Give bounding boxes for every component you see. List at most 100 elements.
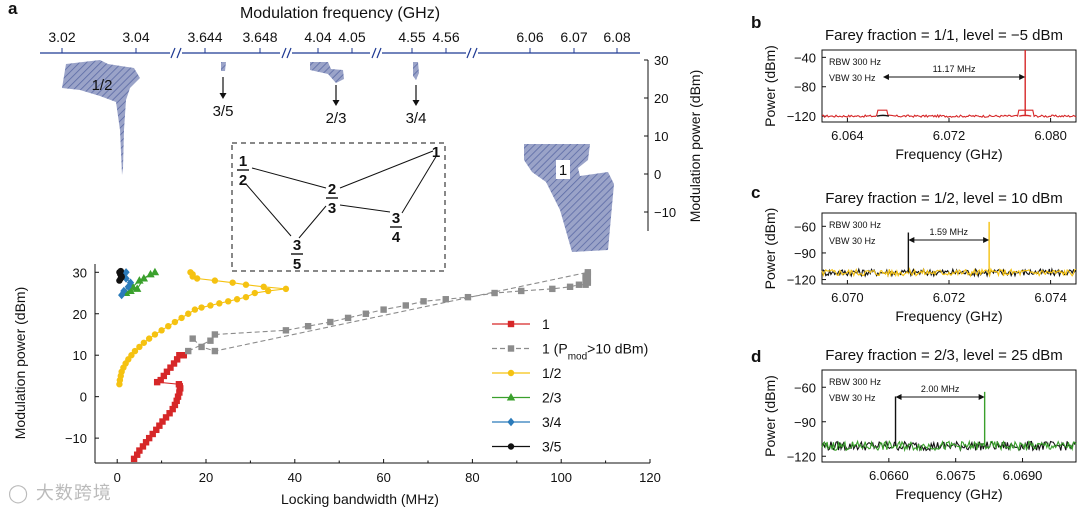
inset-x-tick-label: 4.55 [398, 29, 425, 45]
data-point [146, 269, 155, 278]
data-point [442, 296, 449, 303]
panel-c-title: Farey fraction = 1/2, level = 10 dBm [825, 190, 1063, 207]
data-point [145, 335, 153, 342]
data-point [251, 289, 259, 297]
data-point [233, 296, 241, 303]
region-label-1-2: 1/2 [92, 77, 113, 94]
inset-axis-break [371, 47, 382, 59]
inset-axis-break [170, 47, 182, 59]
panel-b-spacing-label: 11.17 MHz [933, 64, 976, 74]
data-point [207, 302, 214, 309]
panel-a-x-label: Locking bandwidth (MHz) [281, 491, 439, 507]
panel-c-y-tick-label: −120 [787, 273, 816, 288]
data-point [225, 298, 232, 305]
farey-node-denominator: 5 [293, 256, 301, 273]
arrow-2-3-head [332, 100, 340, 106]
data-point [131, 347, 139, 355]
data-point [242, 293, 250, 301]
farey-node-denominator: 2 [239, 172, 247, 189]
panel-d-y-label: Power (dBm) [762, 375, 778, 457]
data-point [507, 369, 515, 377]
panel-a-y-label: Modulation power (dBm) [12, 287, 28, 440]
data-point [153, 426, 160, 434]
region-1 [524, 144, 614, 252]
data-point [242, 281, 250, 288]
data-point [170, 360, 178, 367]
panel-b-x-tick-label: 6.072 [933, 128, 966, 143]
watermark: ◯ 大数跨境 [8, 479, 112, 505]
panel-c-y-label: Power (dBm) [762, 208, 778, 290]
data-point [158, 327, 165, 334]
data-point [139, 443, 147, 450]
inset-x-tick-label: 3.02 [48, 29, 75, 45]
panel-label-d: d [751, 347, 761, 366]
farey-tree-edge [298, 205, 327, 239]
panel-c-spacing-label: 1.59 MHz [929, 227, 968, 237]
inset-y-tick-label: 0 [654, 167, 661, 182]
inset-x-tick-label: 4.04 [304, 29, 331, 45]
data-point [174, 393, 182, 400]
data-point [507, 320, 515, 328]
data-point [282, 327, 290, 334]
panel-d-y-tick-label: −90 [794, 415, 816, 430]
data-point [167, 364, 174, 371]
data-point [380, 306, 387, 313]
data-point [507, 443, 515, 450]
data-point [136, 343, 143, 351]
region-label-3-4: 3/4 [406, 110, 427, 127]
panel-a-x-tick-label: 120 [639, 470, 661, 485]
data-point [518, 287, 525, 295]
farey-node-numerator: 1 [239, 153, 247, 170]
legend-tail: >10 dBm) [587, 341, 648, 357]
region-label-1: 1 [559, 162, 567, 179]
farey-tree-edge [339, 150, 434, 189]
data-point [216, 300, 223, 307]
data-point [176, 389, 183, 396]
panel-c-y-tick-label: −90 [794, 246, 816, 261]
data-point [145, 434, 153, 442]
data-point [139, 274, 149, 282]
data-point [185, 310, 192, 317]
region-1-2 [62, 60, 140, 175]
data-point [198, 343, 205, 351]
panel-d-rbw: RBW 300 Hz [829, 377, 882, 387]
inset-x-tick-label: 3.644 [187, 29, 222, 45]
inset-title: Modulation frequency (GHz) [240, 5, 440, 22]
data-point [173, 397, 180, 405]
data-point [126, 278, 135, 287]
series-line-2 [118, 271, 286, 385]
data-point [344, 314, 352, 322]
panel-c-vbw: VBW 30 Hz [829, 236, 876, 246]
legend-label: 3/4 [542, 414, 562, 430]
panel-d-x-tick-label: 6.0660 [869, 468, 909, 483]
panel-b-y-tick-label: −80 [794, 80, 816, 95]
panel-b-y-label: Power (dBm) [762, 45, 778, 127]
data-point [171, 401, 179, 409]
panel-c-x-tick-label: 6.072 [933, 290, 966, 305]
inset-axis-break [281, 47, 292, 59]
data-point [211, 277, 219, 284]
data-point [327, 318, 334, 326]
data-point [362, 310, 370, 317]
farey-node-denominator: 4 [392, 229, 401, 246]
inset-x-tick-label: 6.07 [560, 29, 587, 45]
panel-b-title: Farey fraction = 1/1, level = −5 dBm [825, 27, 1063, 44]
panel-c-y-tick-label: −60 [794, 219, 816, 234]
inset-axis-break [466, 47, 478, 59]
panel-a-x-tick-label: 60 [376, 470, 390, 485]
panel-label-b: b [751, 13, 761, 32]
data-point [207, 337, 214, 344]
region-2-3 [310, 62, 344, 83]
panel-b-y-tick-label: −120 [787, 109, 816, 124]
panel-label-c: c [751, 183, 760, 202]
inset-y-tick-label: 30 [654, 53, 668, 68]
inset-x-tick-label: 4.56 [432, 29, 459, 45]
data-point [120, 286, 128, 296]
data-point [151, 331, 159, 338]
inset-y-label: Modulation power (dBm) [687, 70, 703, 223]
panel-b-rbw: RBW 300 Hz [829, 57, 882, 67]
region-label-1-bg [556, 160, 570, 179]
farey-tree-edge [339, 204, 391, 213]
panel-c-x-label: Frequency (GHz) [895, 308, 1002, 324]
